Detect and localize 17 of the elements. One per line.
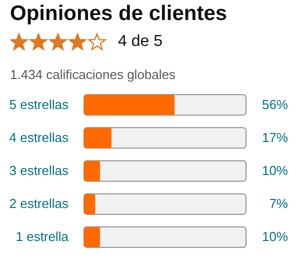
chart-title: Opiniones de clientes — [10, 2, 228, 26]
bar — [84, 128, 112, 148]
data-label: 10% — [262, 163, 288, 178]
bar — [84, 226, 100, 248]
y-tick-label: 3 estrellas — [9, 163, 69, 178]
chart-subtitle: 4 de 5 — [118, 33, 162, 51]
data-label: 17% — [262, 130, 288, 145]
y-tick-label: 2 estrellas — [9, 196, 69, 212]
bar — [84, 160, 100, 182]
data-label: 56% — [262, 96, 288, 112]
y-tick-label: 1 estrella — [16, 229, 70, 244]
text: 1.434 calificaciones globales — [10, 67, 176, 82]
data-label: 7% — [269, 196, 288, 212]
y-tick-label: 4 estrellas — [9, 130, 69, 145]
bar — [84, 194, 96, 214]
y-tick-label: 5 estrellas — [9, 96, 69, 112]
data-label: 10% — [262, 229, 288, 244]
